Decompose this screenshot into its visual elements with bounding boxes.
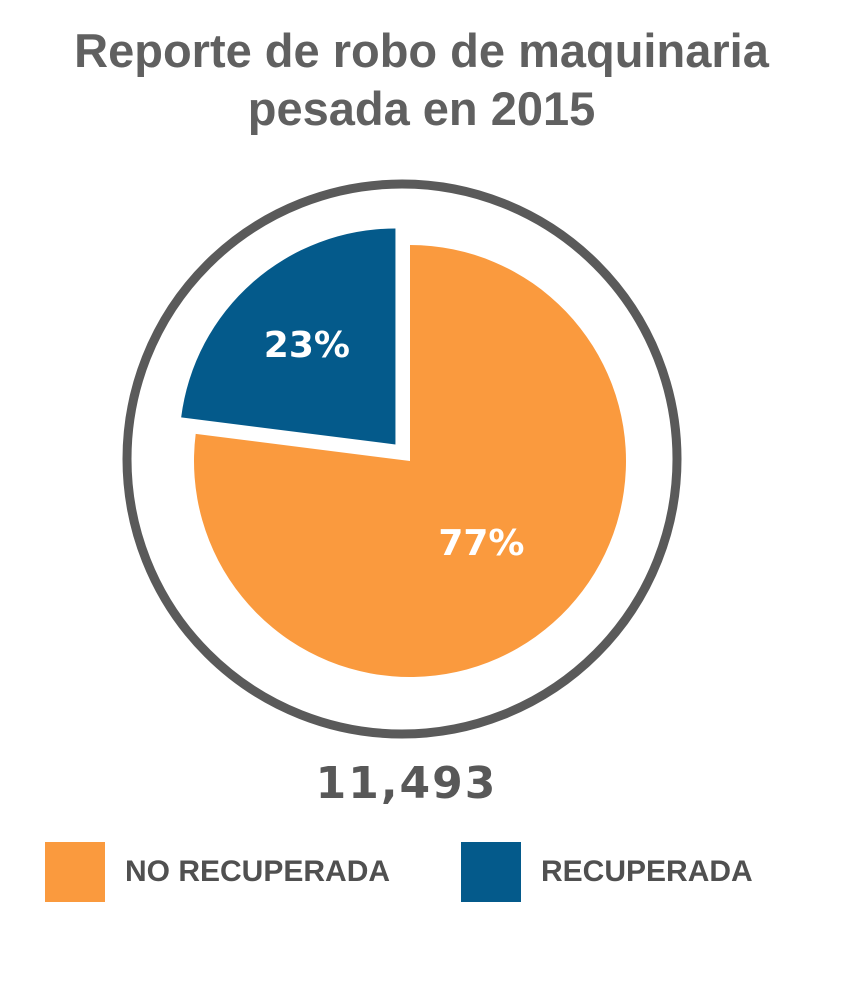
legend-swatch-no-recuperada: [45, 842, 105, 902]
slice-label-recuperada: 23%: [264, 325, 350, 366]
legend-swatch-recuperada: [461, 842, 521, 902]
outer-ring: [122, 179, 682, 739]
pie-slice-recuperada[interactable]: [181, 228, 396, 445]
chart-title-line-1: Reporte de robo de maquinaria: [74, 24, 769, 77]
legend-item-recuperada[interactable]: RECUPERADA: [461, 842, 753, 902]
slice-label-no-recuperada: 77%: [438, 523, 524, 564]
legend-label-recuperada: RECUPERADA: [541, 855, 753, 888]
legend-label-no-recuperada: NO RECUPERADA: [125, 855, 391, 888]
chart-title: Reporte de robo de maquinaria pesada en …: [0, 22, 843, 138]
chart-title-line-2: pesada en 2015: [247, 82, 596, 135]
legend-item-no-recuperada[interactable]: NO RECUPERADA: [45, 842, 390, 902]
total-count: 11,493: [315, 758, 498, 809]
pie-slice-no-recuperada[interactable]: [193, 245, 627, 677]
